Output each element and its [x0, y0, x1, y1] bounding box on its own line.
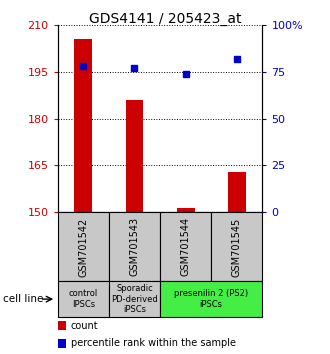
Text: percentile rank within the sample: percentile rank within the sample — [71, 338, 236, 348]
Text: GDS4141 / 205423_at: GDS4141 / 205423_at — [89, 12, 241, 27]
Text: GSM701545: GSM701545 — [232, 217, 242, 276]
Text: Sporadic
PD-derived
iPSCs: Sporadic PD-derived iPSCs — [111, 284, 158, 314]
Text: GSM701544: GSM701544 — [181, 217, 191, 276]
Bar — [74, 39, 92, 212]
Text: presenilin 2 (PS2)
iPSCs: presenilin 2 (PS2) iPSCs — [174, 290, 248, 309]
Text: cell line: cell line — [3, 294, 44, 304]
Bar — [177, 208, 195, 212]
Bar — [228, 172, 246, 212]
Text: GSM701542: GSM701542 — [78, 217, 88, 276]
Text: count: count — [71, 321, 99, 331]
Bar — [125, 100, 144, 212]
Text: control
IPSCs: control IPSCs — [69, 290, 98, 309]
Text: GSM701543: GSM701543 — [129, 217, 140, 276]
